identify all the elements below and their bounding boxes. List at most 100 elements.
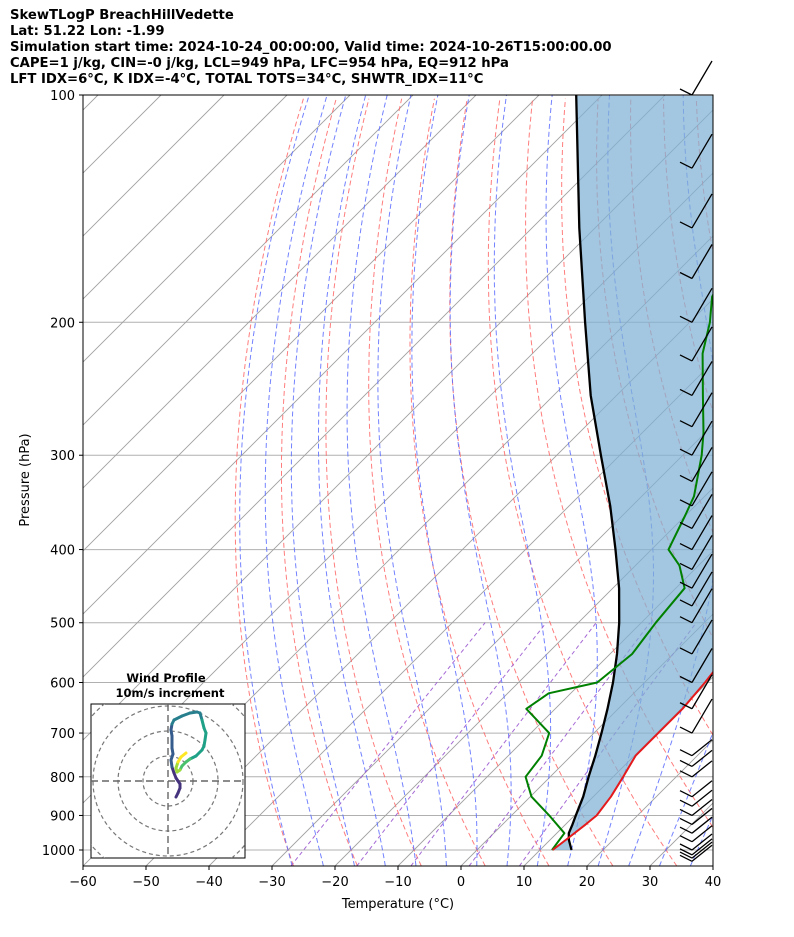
x-tick-label: −30 [258,875,285,890]
moist-adiabat [411,95,478,866]
barb-feather [679,817,693,826]
mixing-ratio-line [356,622,547,866]
dry-adiabat [449,98,614,866]
dry-adiabat [762,99,794,866]
barb-staff [691,833,713,851]
moist-adiabat [658,731,713,866]
wind-barb [679,571,713,607]
isotherm [712,865,713,866]
chart-title: SkewTLogP BreachHillVedette [10,8,234,23]
wind-barb [679,739,713,757]
dry-adiabat [368,98,486,866]
barb-staff [691,571,713,607]
wind-barb [679,674,713,710]
dry-adiabat [325,98,422,866]
barb-feather [679,759,693,768]
barb-feather [679,749,693,757]
x-tick-label: 10 [516,875,533,890]
dry-adiabat [525,98,713,829]
moist-adiabat [753,95,794,866]
wind-barb [679,244,713,280]
y-tick-label: 900 [50,809,75,824]
wind-barb [679,833,713,851]
wind-barb [679,494,713,529]
x-tick-label: −20 [321,875,348,890]
wind-profile-inset: Wind Profile 10m/s increment [90,671,246,859]
temperature-profile-line [551,670,713,851]
convective-indices: CAPE=1 j/kg, CIN=-0 j/kg, LCL=949 hPa, L… [10,56,509,71]
wind-barb [679,588,713,624]
barb-staff [691,244,713,279]
station-location: Lat: 51.22 Lon: -1.99 [10,24,165,39]
wind-barb [679,619,713,655]
barb-staff [691,361,713,396]
barb-feather [679,835,693,843]
wind-barb [679,798,713,817]
x-tick-label: −50 [132,875,159,890]
barb-feather [679,562,693,571]
isotherm [145,298,713,866]
wind-barb [679,749,713,768]
barb-staff [691,287,713,323]
wind-barb [679,553,713,589]
moist-adiabat [449,95,512,866]
wind-barb [679,844,713,862]
wind-barb [679,361,713,397]
plot-area: −60 −50 −40 −30 −20 −10 0 10 20 30 40 1000 900 800 700… [18,60,794,912]
wind-barb [679,535,713,571]
barb-feather [679,499,693,507]
y-tick-label: 1000 [42,844,75,859]
y-axis-label: Pressure (hPa) [18,433,33,526]
x-tick-label: 40 [705,875,722,890]
barb-staff [691,420,713,456]
wind-barb [679,807,713,826]
barb-staff [691,838,713,856]
barb-feather [679,542,693,551]
barb-feather [679,702,693,710]
wind-barb [679,789,713,807]
barb-feather [679,808,693,817]
barb-feather [679,161,693,169]
barb-staff [691,816,713,834]
moist-adiabat [545,95,598,866]
isotherm [460,613,713,866]
wind-barb [679,447,713,483]
wind-barb [679,841,713,859]
wind-barb [679,287,713,323]
isotherm [334,487,713,866]
wind-barbs [679,60,713,862]
wind-barb [679,698,713,734]
isotherm [208,361,713,866]
barb-feather [679,616,693,624]
y-tick-label: 700 [50,727,75,742]
y-tick-label: 300 [50,449,75,464]
barb-feather [679,420,693,428]
y-tick-label: 100 [50,89,75,104]
barb-feather [679,675,693,684]
wind-barb [679,60,713,96]
barb-feather [679,826,693,834]
wind-barb [679,825,713,843]
barb-staff [691,825,713,843]
y-tick-label: 400 [50,544,75,559]
dry-adiabat [409,98,550,866]
barb-feather [679,647,693,655]
cape-shading [552,95,713,850]
barb-feather [679,799,693,807]
barb-staff [691,739,713,757]
parcel-profile-line [567,95,621,851]
barb-feather [679,726,693,734]
barb-staff [691,471,713,507]
barb-staff [691,392,713,428]
barb-staff [691,698,713,734]
inset-subtitle: 10m/s increment [116,686,225,700]
barb-feather [679,354,693,362]
barb-feather [679,843,693,851]
barb-staff [691,760,713,778]
barb-staff [691,789,713,807]
barb-staff [691,193,713,229]
wind-barb [679,193,713,229]
moist-adiabat [628,95,713,866]
barb-staff [691,749,713,767]
